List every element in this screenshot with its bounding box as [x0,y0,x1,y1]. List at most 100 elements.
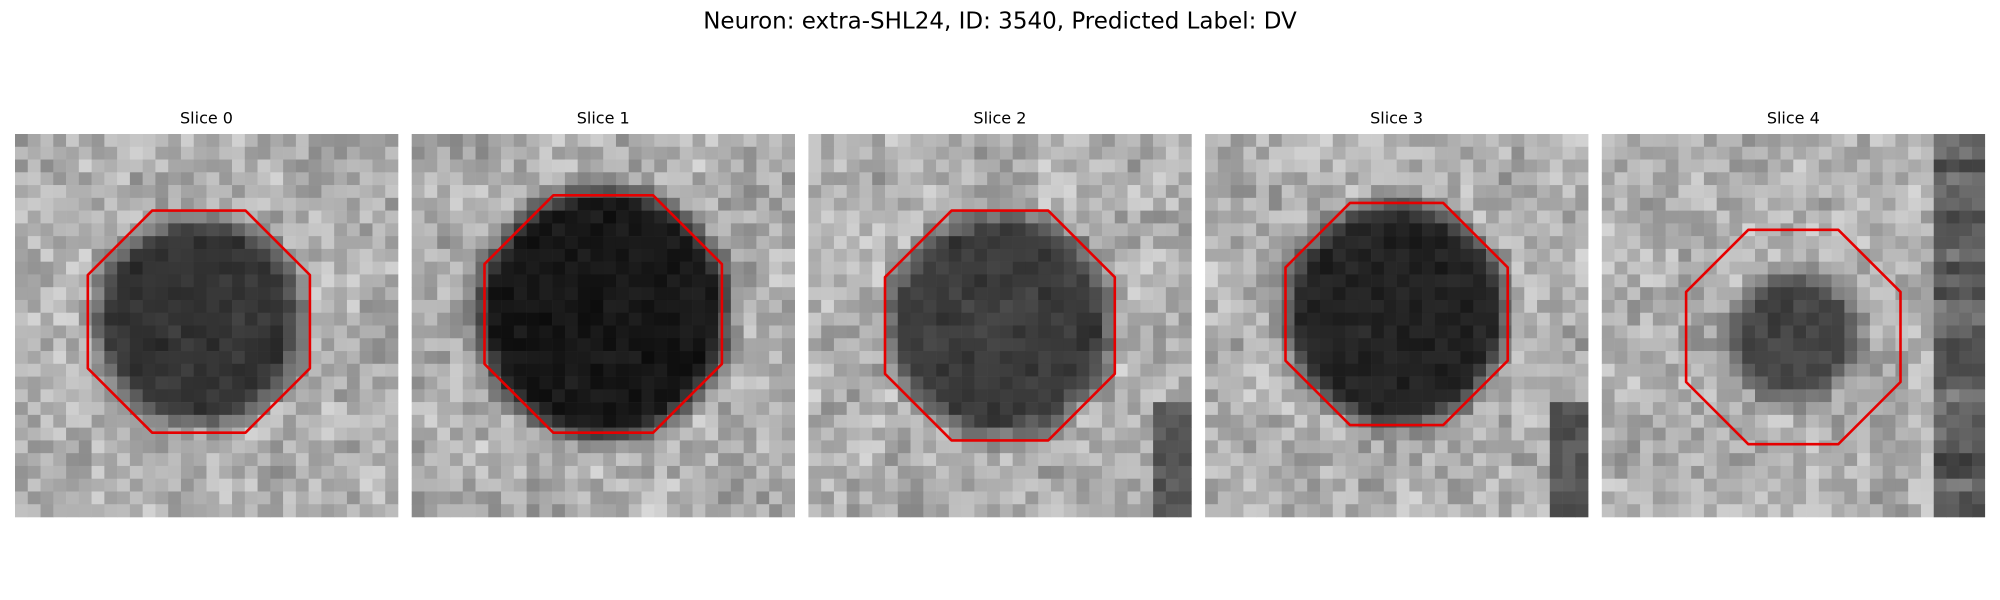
pixel [1396,299,1410,314]
pixel [1946,504,1960,518]
pixel [1793,376,1807,390]
pixel [781,402,795,416]
pixel [27,376,41,390]
pixel [692,197,706,211]
pixel [513,376,527,390]
pixel [359,402,373,416]
pixel [1153,325,1167,339]
pixel [1294,236,1308,250]
pixel [1831,402,1845,416]
pixel [628,478,642,492]
pixel [1511,440,1525,454]
pixel [1063,248,1077,262]
pixel [1767,248,1781,262]
pixel [859,261,873,275]
pixel [1332,146,1346,160]
pixel [1562,159,1576,173]
pixel [781,491,795,505]
pixel [283,389,297,403]
pixel [1256,389,1270,403]
pixel [168,223,182,237]
pixel [1665,185,1679,199]
pixel [1844,185,1858,199]
pixel [1434,453,1448,467]
pixel [450,197,464,211]
pixel [1767,351,1781,365]
pixel [641,287,655,301]
pixel [1102,312,1116,326]
pixel [244,197,258,211]
pixel [936,172,950,186]
pixel [1230,351,1244,365]
pixel [1307,325,1321,339]
figure-title: Neuron: extra-SHL24, ID: 3540, Predicted… [703,9,1297,35]
pixel [1946,414,1960,428]
pixel [1716,440,1730,454]
pixel [923,287,937,301]
pixel [1549,376,1563,390]
pixel [193,478,207,492]
pixel [1140,427,1154,441]
pixel [155,427,169,441]
pixel [155,236,169,250]
pixel [1767,453,1781,467]
pixel [1320,491,1334,505]
pixel [1614,363,1628,377]
pixel [359,504,373,518]
pixel [564,159,578,173]
pixel [78,248,92,262]
pixel [1281,159,1295,173]
pixel [1767,236,1781,250]
pixel [1025,491,1039,505]
pixel [66,414,80,428]
pixel [1485,299,1500,314]
pixel [91,223,105,237]
pixel [1972,427,1986,441]
pixel [232,440,246,454]
pixel [1114,210,1128,224]
pixel [872,427,886,441]
pixel [603,363,617,377]
pixel [679,440,693,454]
pixel [936,453,950,467]
pixel [769,134,783,148]
pixel [1498,478,1512,492]
pixel [1178,312,1192,326]
pixel [270,287,284,301]
pixel [53,236,67,250]
pixel [846,325,860,339]
pixel [1485,287,1500,301]
pixel [1076,197,1090,211]
pixel [948,274,962,288]
pixel [1806,363,1820,377]
pixel [1652,312,1666,326]
pixel [488,287,502,301]
pixel [1537,325,1551,339]
pixel [885,478,899,492]
pixel [1165,185,1179,199]
pixel [910,325,924,339]
pixel [180,236,195,250]
pixel [1178,146,1192,160]
pixel [78,338,92,352]
pixel [1703,363,1717,377]
pixel [1742,325,1756,339]
pixel [1038,402,1052,416]
pixel [1409,299,1423,314]
pixel [821,491,835,505]
pixel [1652,210,1666,224]
pixel [1575,248,1589,262]
pixel [27,325,41,339]
pixel [1716,312,1730,326]
pixel [1332,236,1346,250]
pixel [718,172,732,186]
pixel [641,172,655,186]
pixel [1063,338,1077,352]
pixel [193,363,207,377]
pixel [1371,287,1385,301]
pixel [1831,312,1845,326]
pixel [244,402,258,416]
pixel [577,427,591,441]
pixel [730,427,744,441]
